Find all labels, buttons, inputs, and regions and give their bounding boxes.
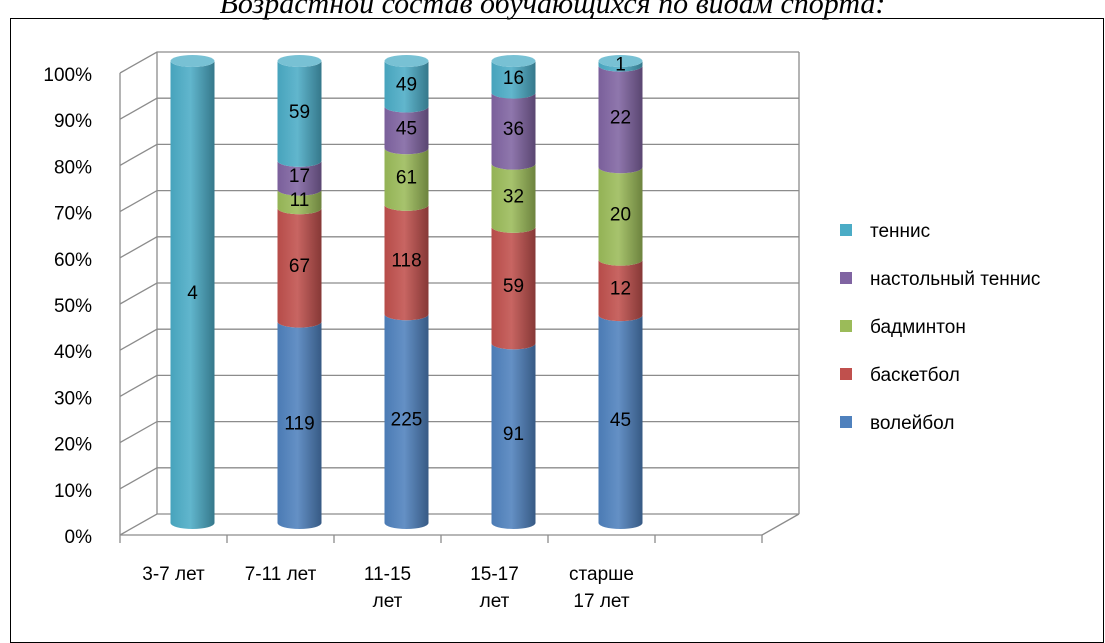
y-tick-label: 10% — [54, 481, 92, 502]
y-tick-label: 60% — [54, 250, 92, 271]
y-tick-label: 20% — [54, 435, 92, 456]
y-tick-label: 50% — [54, 296, 92, 317]
bar-segment — [491, 163, 536, 233]
bar-segment — [277, 189, 322, 215]
data-label: 61 — [396, 168, 417, 189]
data-label: 225 — [391, 410, 423, 431]
x-tick-label: 11-15 лет — [364, 564, 411, 612]
legend-swatch — [840, 224, 852, 236]
legend-label: баскетбол — [870, 365, 960, 386]
bar-segment — [277, 61, 322, 167]
bar-segment — [384, 314, 429, 529]
gridline — [119, 236, 799, 259]
legend-swatch — [840, 368, 852, 380]
legend-label: теннис — [870, 221, 930, 242]
y-tick-label: 40% — [54, 342, 92, 363]
data-label: 59 — [503, 276, 524, 297]
data-label: 119 — [284, 413, 314, 434]
bar-segment — [384, 204, 429, 321]
data-label: 20 — [610, 204, 631, 225]
data-label: 4 — [187, 283, 198, 304]
bar-top-cap — [598, 55, 643, 67]
legend-label: настольный теннис — [870, 269, 1040, 290]
gridline — [119, 513, 799, 536]
bar-segment — [491, 226, 536, 350]
data-label: 45 — [610, 410, 631, 431]
y-tick-label: 0% — [65, 527, 93, 548]
bar-segment — [598, 61, 643, 72]
data-label: 59 — [289, 102, 310, 123]
legend-label: волейбол — [870, 413, 954, 434]
gridlines — [119, 51, 800, 536]
data-label: 16 — [503, 68, 524, 89]
data-label: 12 — [610, 278, 631, 299]
gridline — [119, 467, 799, 490]
y-tick-label: 100% — [43, 65, 92, 86]
gridline — [119, 420, 799, 444]
bar-segment — [598, 315, 643, 529]
gridline — [119, 51, 799, 74]
data-label: 67 — [289, 256, 310, 277]
data-label: 22 — [610, 107, 631, 128]
x-tick-label: старше 17 лет — [569, 564, 634, 612]
gridline — [119, 143, 799, 166]
legend-swatch — [840, 272, 852, 284]
data-labels: 4 119 67 11 17 59 225 118 61 45 49 91 59 32 36 16 45 12 20… — [187, 54, 631, 445]
bar-segment — [277, 160, 322, 196]
y-tick-label: 70% — [54, 204, 92, 225]
x-tick-label: 3-7 лет — [142, 564, 205, 585]
gridline — [119, 97, 799, 120]
bar-top-cap — [170, 55, 215, 67]
data-label: 11 — [290, 190, 310, 211]
y-tick-label: 80% — [54, 157, 92, 178]
gridline — [119, 282, 799, 305]
legend: теннис настольный теннис бадминтон баскетбо… — [840, 221, 1040, 434]
bar-segment — [598, 65, 643, 174]
bar-segment — [170, 61, 215, 529]
y-tick-label: 30% — [54, 388, 92, 409]
data-label: 17 — [289, 166, 310, 187]
legend-swatch — [840, 320, 852, 332]
bar-segment — [491, 61, 536, 99]
floor-edge — [761, 513, 800, 536]
bar-top-cap — [277, 55, 322, 67]
data-label: 32 — [503, 186, 524, 207]
legend-swatch — [840, 416, 852, 428]
data-label: 118 — [391, 251, 421, 272]
x-tick-label: 7-11 лет — [245, 564, 317, 585]
legend-label: бадминтон — [870, 317, 966, 338]
gridline — [119, 189, 799, 213]
bar-segment — [491, 92, 536, 170]
data-label: 45 — [396, 118, 417, 139]
bars — [170, 55, 643, 529]
bar-segment — [491, 343, 536, 529]
bar-segment — [277, 321, 322, 529]
axes: 0% 10% 20% 30% 40% 50% 60% 70% 80% 90% 100% 3-7 лет… — [43, 65, 800, 612]
bar-top-cap — [384, 55, 429, 67]
data-label: 1 — [615, 54, 626, 75]
gridline — [119, 374, 799, 397]
gridline — [119, 328, 799, 351]
bar-segment — [384, 106, 429, 155]
y-tick-label: 90% — [54, 111, 92, 132]
data-label: 91 — [503, 424, 524, 445]
chart-caption: Возрастной состав обучающихся по видам с… — [219, 0, 886, 20]
data-label: 36 — [503, 119, 524, 140]
bar-segment — [384, 148, 429, 211]
bar-segment — [598, 167, 643, 266]
bar-segment — [384, 61, 429, 113]
bar-segment — [277, 208, 322, 328]
bar-top-cap — [491, 55, 536, 67]
bar-segment — [598, 259, 643, 322]
data-label: 49 — [396, 75, 417, 96]
x-tick-label: 15-17 лет — [470, 564, 519, 612]
